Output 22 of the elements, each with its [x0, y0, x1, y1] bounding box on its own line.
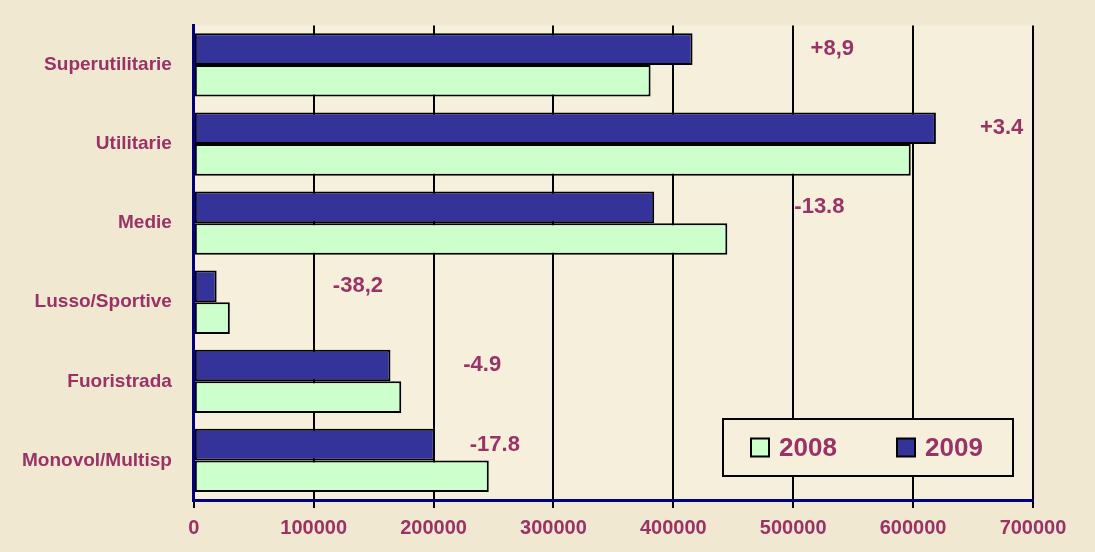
x-tick-label: 700000	[999, 515, 1067, 538]
y-tick-label: Utilitarie	[95, 132, 172, 154]
annotation: +8,9	[810, 35, 854, 61]
y-tick-label: Lusso/Sportive	[34, 290, 172, 312]
annotation: +3.4	[979, 114, 1025, 140]
y-tick-label: Fuoristrada	[67, 369, 173, 391]
y-tick-label: Monovol/Multisp	[21, 448, 172, 470]
y-tick-label: Superutilitarie	[44, 53, 172, 75]
x-tick-label: 100000	[280, 515, 348, 538]
annotation: -38,2	[332, 272, 383, 298]
x-tick-label: 600000	[879, 515, 947, 538]
legend-label: 2009	[925, 431, 983, 462]
x-tick-label: 500000	[759, 515, 827, 538]
annotation: -17.8	[469, 430, 520, 456]
x-tick-label: 400000	[640, 515, 707, 538]
annotation: -4.9	[463, 351, 502, 377]
legend-label: 2008	[779, 431, 837, 462]
x-tick-label: 300000	[520, 515, 587, 538]
y-tick-label: Medie	[118, 211, 172, 233]
annotation: -13.8	[794, 193, 845, 219]
x-tick-label: 200000	[400, 515, 467, 538]
x-tick-label: 0	[188, 515, 200, 538]
